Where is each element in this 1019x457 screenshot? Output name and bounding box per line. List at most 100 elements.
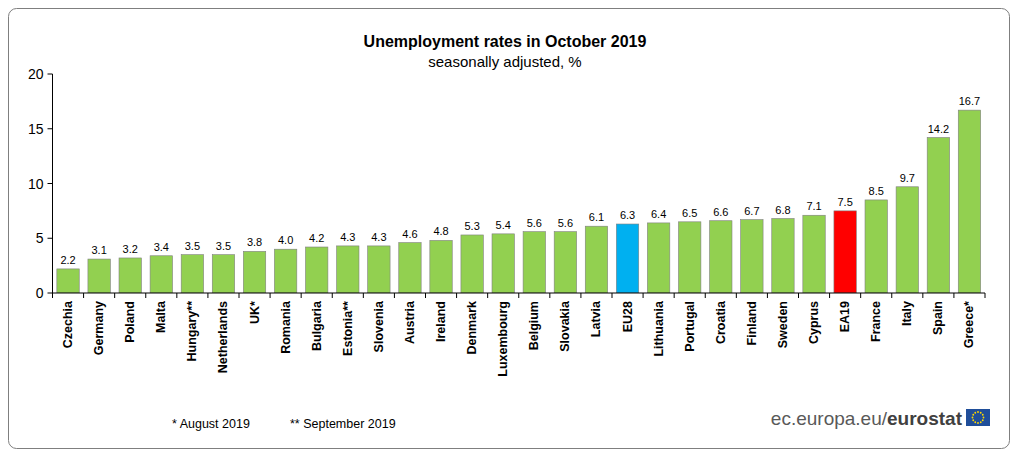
category-label: Denmark [465, 301, 479, 355]
bar [274, 249, 296, 293]
title: Unemployment rates in October 2019 [364, 33, 647, 50]
flag-star [972, 414, 974, 416]
x-tick [985, 293, 986, 298]
category-label: Latvia [589, 300, 603, 337]
data-label: 5.4 [496, 219, 511, 231]
frame [9, 9, 1010, 449]
category-label: Hungary** [185, 301, 199, 362]
source-part: eurostat [887, 408, 963, 429]
x-tick [332, 293, 333, 298]
bar [430, 240, 452, 293]
category-label: Romania [279, 300, 293, 354]
category-label: Slovakia [558, 300, 572, 352]
y-tick [48, 183, 53, 184]
category-label: Greece* [962, 301, 976, 348]
category-label: France [869, 301, 883, 342]
category-label: Germany [92, 301, 106, 355]
x-tick [270, 293, 271, 298]
data-label: 7.5 [837, 196, 852, 208]
x-tick [829, 293, 830, 298]
x-tick [674, 293, 675, 298]
data-label: 2.2 [60, 254, 75, 266]
category-label: Malta [154, 300, 168, 333]
x-tick [425, 293, 426, 298]
bar [834, 211, 856, 293]
flag-star [972, 419, 974, 421]
category-label: Spain [931, 301, 945, 335]
x-tick [456, 293, 457, 298]
data-label: 4.3 [340, 231, 355, 243]
x-tick [145, 293, 146, 298]
x-tick [52, 293, 53, 298]
chart-container: Unemployment rates in October 2019 season… [0, 0, 1019, 457]
data-label: 16.7 [959, 95, 980, 107]
bar [492, 234, 514, 293]
data-label: 6.4 [651, 208, 666, 220]
y-tick [48, 293, 53, 294]
flag-star [982, 419, 984, 421]
bar [181, 255, 203, 293]
bar [865, 200, 887, 293]
bar [399, 243, 421, 293]
source-part: ec.europa.eu/ [771, 408, 888, 429]
data-label: 3.1 [91, 244, 106, 256]
bar [803, 215, 825, 293]
bar [647, 223, 669, 293]
category-label: Belgium [527, 301, 541, 350]
y-tick-label: 20 [28, 66, 44, 82]
source: ec.europa.eu/eurostat [771, 408, 963, 429]
x-tick [394, 293, 395, 298]
data-label: 3.5 [185, 240, 200, 252]
data-label: 5.6 [527, 217, 542, 229]
data-label: 6.3 [620, 209, 635, 221]
category-label: Italy [900, 301, 914, 326]
flag-star [974, 421, 976, 423]
footnote: * August 2019 [172, 417, 250, 431]
x-tick [736, 293, 737, 298]
bar [679, 222, 701, 293]
x-tick [207, 293, 208, 298]
data-label: 4.0 [278, 234, 293, 246]
x-tick [612, 293, 613, 298]
data-label: 3.5 [216, 240, 231, 252]
category-label: Ireland [434, 301, 448, 342]
category-label: Finland [745, 301, 759, 345]
bar [710, 221, 732, 293]
x-tick [363, 293, 364, 298]
data-label: 4.2 [309, 232, 324, 244]
data-label: 3.4 [154, 241, 169, 253]
y-axis [52, 74, 53, 293]
x-tick [301, 293, 302, 298]
flag-star [980, 412, 982, 414]
x-tick [518, 293, 519, 298]
bar [88, 259, 110, 293]
x-tick [176, 293, 177, 298]
x-tick [798, 293, 799, 298]
flag-star [977, 411, 979, 413]
x-tick [549, 293, 550, 298]
x-tick [114, 293, 115, 298]
x-tick [580, 293, 581, 298]
chart-svg: Unemployment rates in October 2019 season… [0, 0, 1019, 457]
data-label: 6.1 [589, 211, 604, 223]
x-tick [860, 293, 861, 298]
bar [461, 235, 483, 293]
subtitle: seasonally adjusted, % [428, 53, 581, 70]
y-tick [48, 128, 53, 129]
category-label: EA19 [838, 301, 852, 332]
bar [337, 246, 359, 293]
data-label: 4.3 [371, 231, 386, 243]
y-tick-label: 15 [28, 121, 44, 137]
category-label: Czechia [61, 300, 75, 348]
x-tick [705, 293, 706, 298]
data-label: 6.5 [682, 207, 697, 219]
data-label: 9.7 [900, 172, 915, 184]
category-label: Estonia** [341, 301, 355, 356]
flag-star [972, 417, 974, 419]
category-label: Austria [403, 300, 417, 344]
data-label: 3.8 [247, 236, 262, 248]
x-tick [767, 293, 768, 298]
x-tick [239, 293, 240, 298]
bar [958, 110, 980, 293]
flag-star [982, 414, 984, 416]
